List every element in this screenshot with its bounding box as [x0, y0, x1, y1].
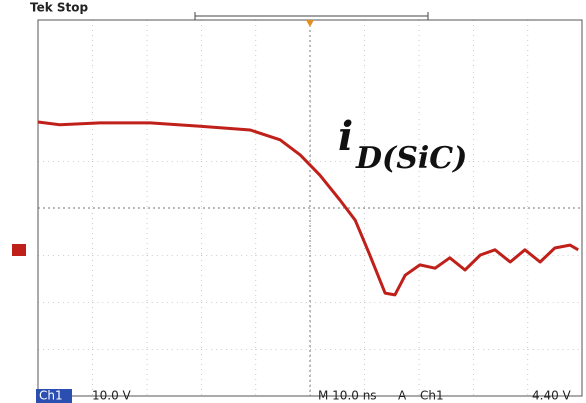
status-text: M 10.0 ns	[318, 389, 377, 403]
status-text: 10.0 V	[92, 389, 132, 403]
status-text: Ch1	[420, 389, 444, 403]
scope-screen: Tek Stop i D(SiC) Ch1 10.0 V M 10.0 ns A…	[0, 0, 586, 403]
title: Tek Stop	[30, 1, 89, 15]
status-text: Ch1	[39, 389, 63, 403]
status-text: A	[398, 389, 407, 403]
channel-marker	[12, 244, 26, 256]
annotation-symbol: i	[338, 113, 353, 160]
status-text: 4.40 V	[532, 389, 572, 403]
annotation-subscript: D(SiC)	[355, 141, 467, 176]
record-bracket	[195, 12, 428, 20]
